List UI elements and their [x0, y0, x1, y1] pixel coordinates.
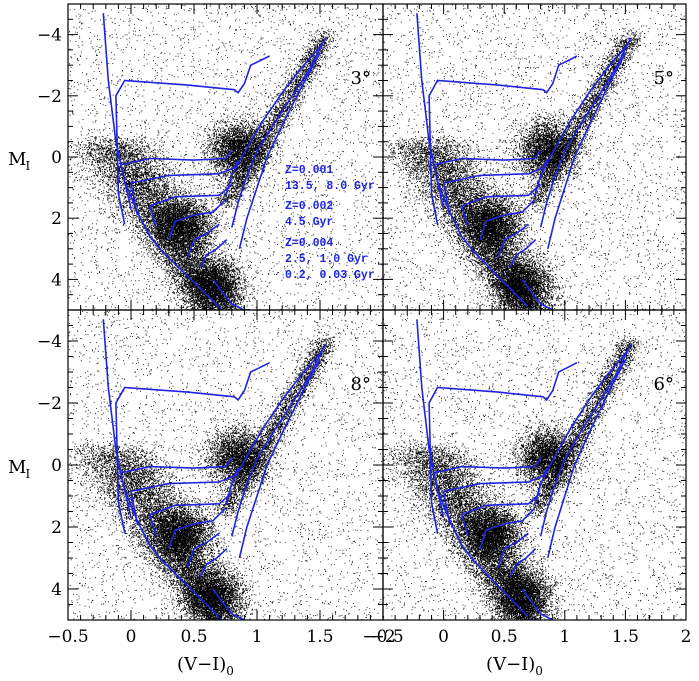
panel-label: 8°	[351, 374, 371, 395]
star-points	[56, 310, 383, 648]
y-tick-label: 4	[51, 270, 62, 290]
panel-label: 3°	[351, 68, 371, 89]
panel-top-right: 5°	[362, 4, 687, 335]
panel-label: 5°	[654, 68, 674, 89]
y-axis-label: MI	[8, 149, 30, 173]
y-axis-label: MI	[8, 457, 30, 481]
y-tick-label: −2	[37, 394, 62, 414]
y-tick-label: 2	[51, 209, 62, 229]
x-tick-label: 1.5	[612, 627, 639, 647]
star-scatter	[362, 5, 687, 335]
y-tick-label: 2	[51, 518, 62, 538]
x-tick-label: 0.5	[180, 627, 207, 647]
x-tick-label: 0	[126, 627, 137, 647]
y-tick-label: 4	[51, 580, 62, 600]
legend-entry: 4.5 Gyr	[285, 216, 333, 229]
legend-entry: 2.5, 1.0 Gyr	[285, 253, 368, 266]
x-tick-label: −0.5	[362, 627, 403, 647]
panel-bottom-right: −0.5 0 0.5 1 1.5 2 (V−I)0 6°	[362, 310, 691, 678]
legend-entry: Z=0.001	[285, 164, 333, 177]
star-scatter	[56, 310, 383, 648]
legend-entry: Z=0.002	[285, 200, 333, 213]
x-tick-label: 1	[559, 627, 570, 647]
star-scatter	[364, 310, 686, 639]
x-tick-label: −0.5	[47, 627, 88, 647]
y-tick-label: −4	[37, 26, 62, 46]
y-tick-label: −4	[37, 332, 62, 352]
panel-label: 6°	[654, 374, 674, 395]
x-tick-label: 0.5	[491, 627, 518, 647]
y-tick-label: −2	[37, 87, 62, 107]
isochrones	[103, 319, 326, 620]
legend-entry: 0.2, 0.03 Gyr	[285, 269, 375, 282]
star-points	[362, 5, 687, 335]
x-tick-label: 2	[681, 627, 692, 647]
star-points	[364, 310, 686, 639]
legend-entry: 13.5, 8.0 Gyr	[285, 180, 375, 193]
legend-entry: Z=0.004	[285, 237, 333, 250]
x-axis-label: (V−I)0	[486, 654, 543, 678]
legend: Z=0.001 13.5, 8.0 Gyr Z=0.002 4.5 Gyr Z=0.00…	[285, 164, 375, 282]
y-tick-label: 0	[51, 148, 62, 168]
x-tick-label: 0	[438, 627, 449, 647]
y-tick-label: 0	[51, 456, 62, 476]
x-axis-label: (V−I)0	[177, 654, 234, 678]
x-tick-label: 1.5	[306, 627, 333, 647]
x-tick-label: 1	[252, 627, 263, 647]
